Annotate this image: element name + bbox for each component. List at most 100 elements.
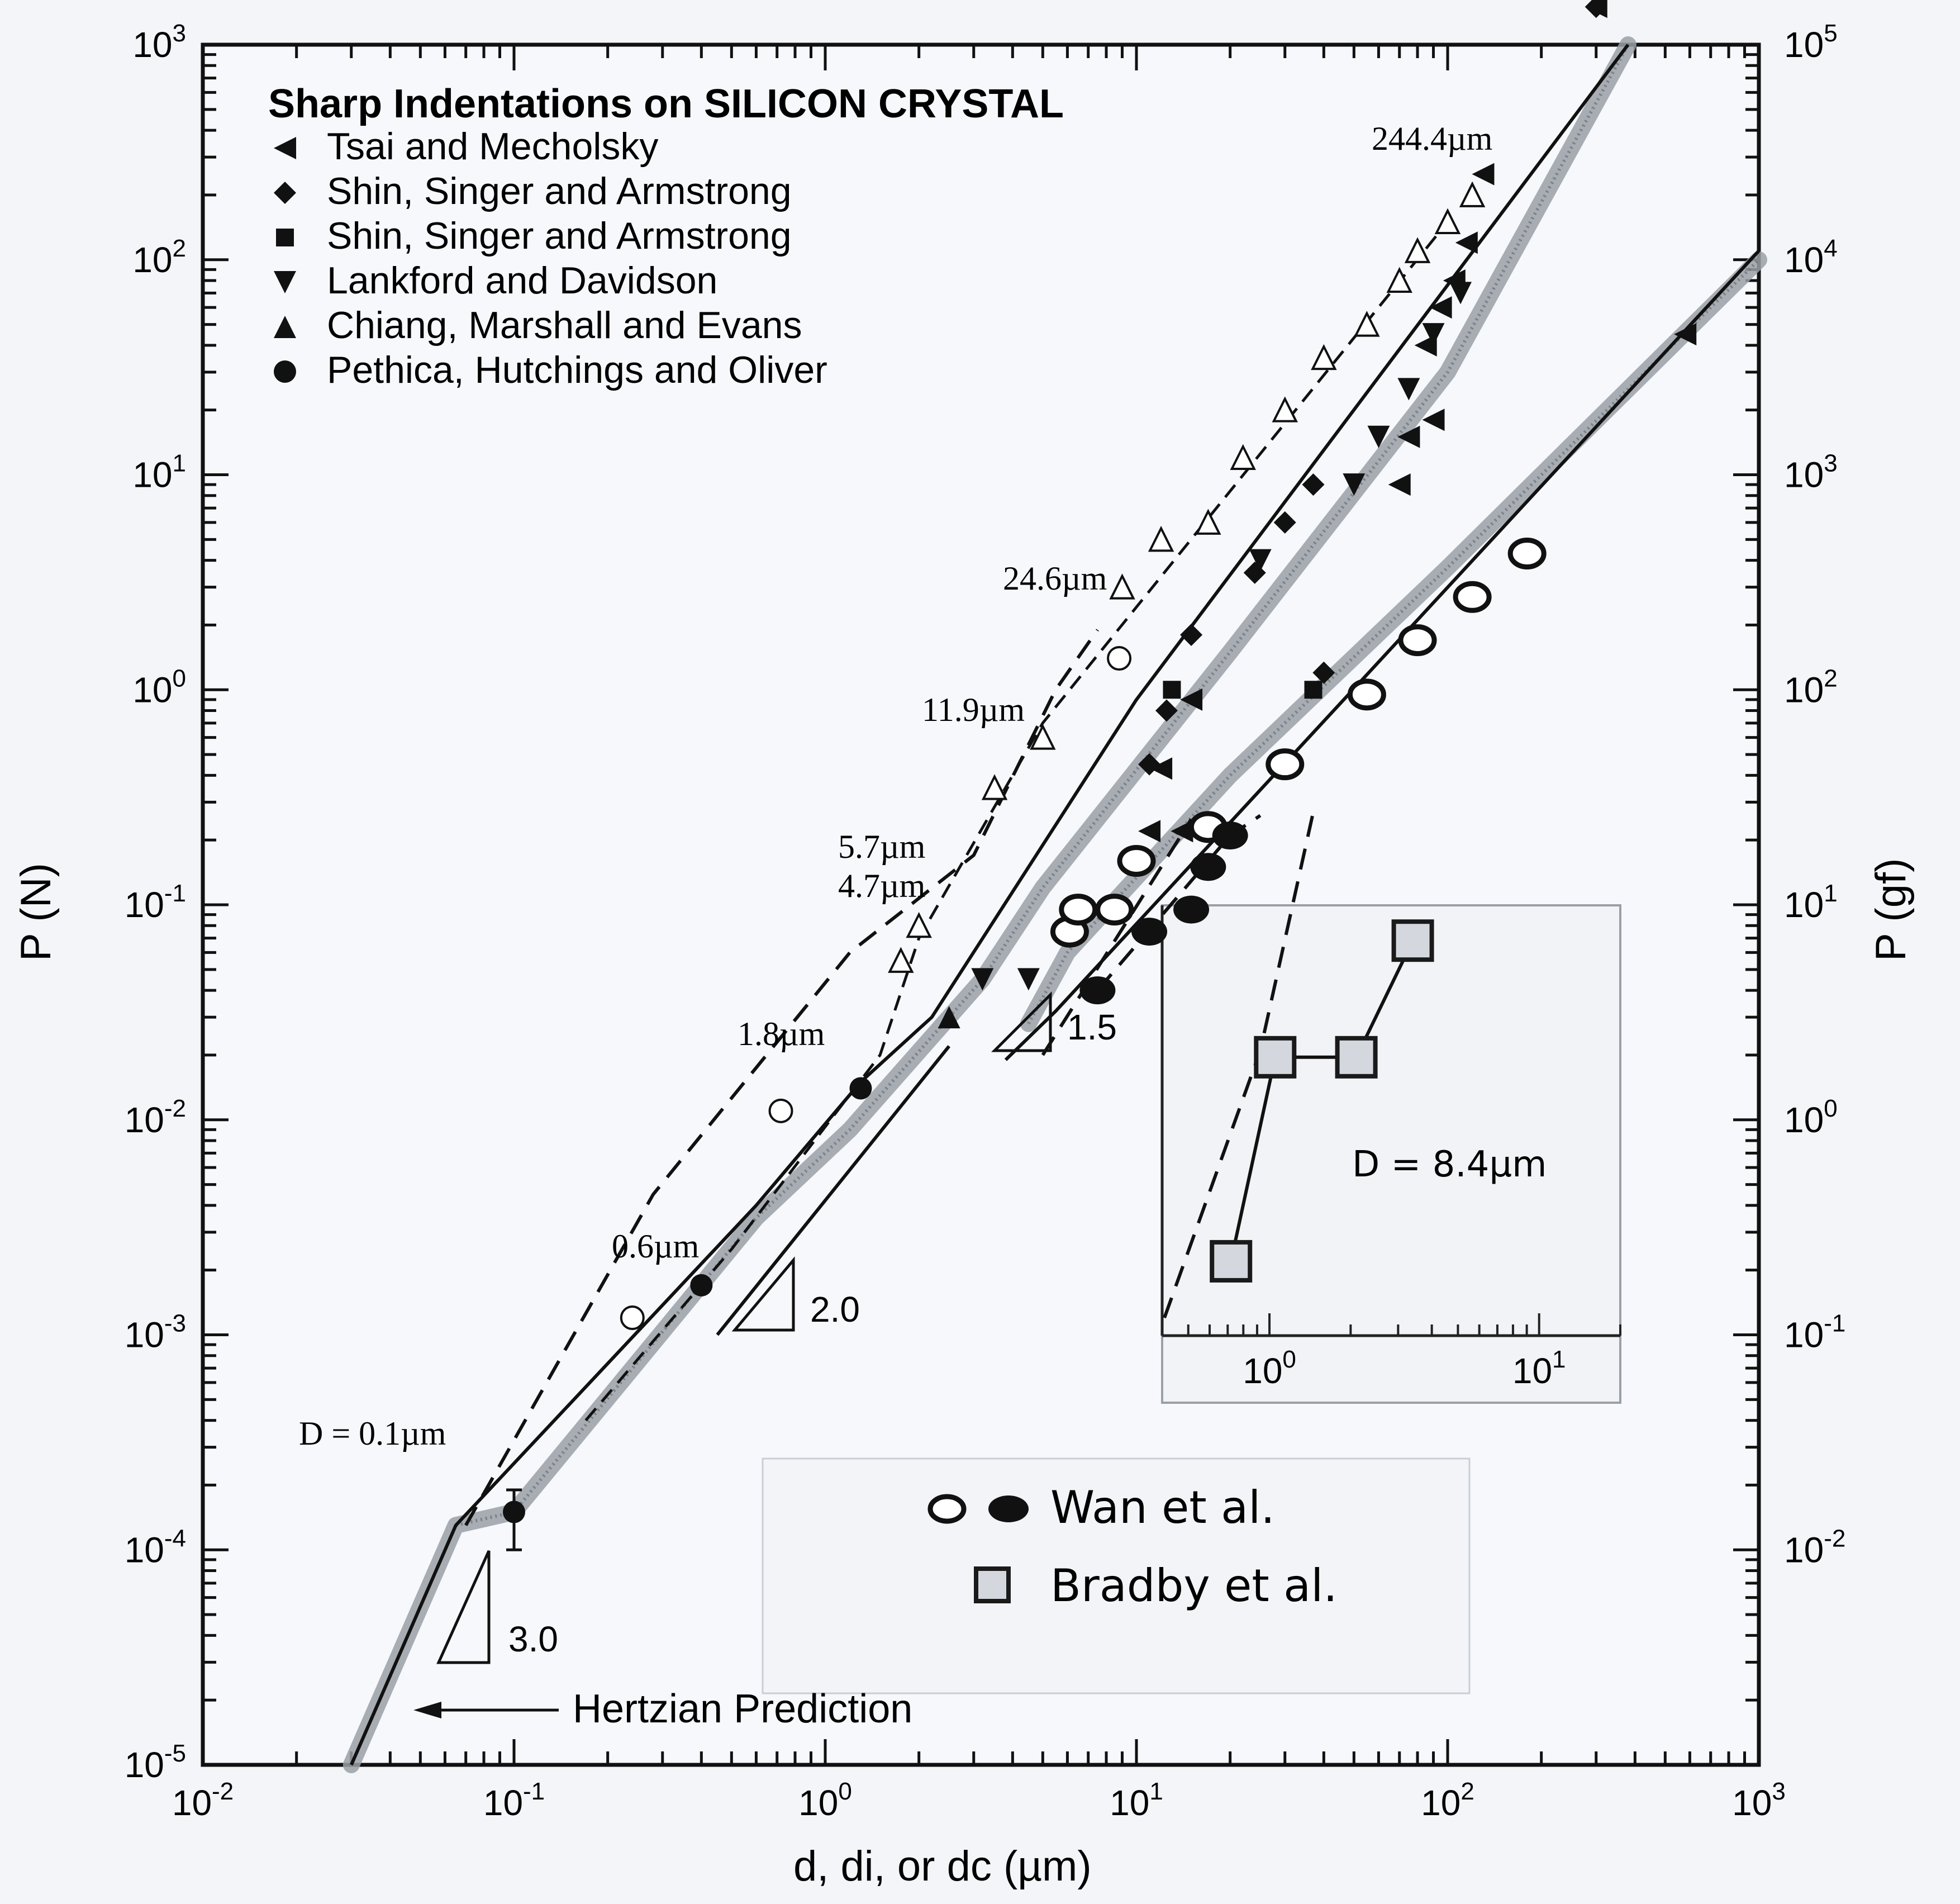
point-triangle-down	[1397, 378, 1420, 401]
point-triangle-up-open	[906, 911, 932, 938]
point-triangle-up-open	[1230, 444, 1256, 471]
x-tick-label: 10-2	[172, 1778, 234, 1823]
y-tick-label: 102	[132, 235, 186, 280]
slope-3.0: 3.0	[508, 1619, 558, 1659]
point-ellipse-open	[1347, 678, 1386, 711]
point-diamond	[1302, 473, 1325, 496]
point-triangle-left	[1674, 323, 1697, 346]
point-triangle-down	[1343, 473, 1366, 496]
legend-marker	[274, 316, 296, 338]
dashed-D01	[464, 629, 1099, 1526]
bradby-connector	[1229, 939, 1415, 1262]
point-circle	[849, 1077, 872, 1100]
axis-tick-labels: 10-2 10-1 100 101 102 103 10-5 10-4 10-3 10-2 10-1…	[125, 20, 1846, 1823]
point-triangle-up-open	[1459, 181, 1486, 207]
annotation-0.6: 0.6µm	[612, 1228, 699, 1265]
point-ellipse-filled	[1079, 976, 1116, 1005]
annotation-5.7: 5.7µm	[838, 828, 925, 865]
point-triangle-left	[1472, 163, 1495, 186]
point-circle-open	[1107, 646, 1132, 671]
point-triangle-up-open	[888, 947, 914, 973]
point-triangle-left	[1180, 688, 1203, 711]
point-triangle-down	[1017, 968, 1040, 991]
line-slope-1.5	[1004, 249, 1761, 1061]
point-circle	[503, 1501, 525, 1523]
x-tick-label: 10-1	[483, 1778, 545, 1823]
slope-2.0: 2.0	[810, 1289, 860, 1330]
point-ellipse-open	[1266, 748, 1305, 781]
point-square	[1304, 681, 1322, 699]
legend-label: Shin, Singer and Armstrong	[327, 215, 792, 257]
point-circle-open	[620, 1305, 645, 1331]
legend2-label: Bradby et al.	[1050, 1560, 1338, 1612]
y-tick-label: 10-1	[125, 880, 186, 925]
point-circle-open	[768, 1098, 793, 1123]
point-triangle-up-open	[981, 774, 1008, 800]
y-tick-label: 10-2	[125, 1095, 186, 1140]
point-triangle-down	[971, 968, 994, 991]
y-tick-label-right: 101	[1784, 880, 1838, 925]
point-triangle-up-open	[1404, 237, 1431, 263]
point-triangle-left	[1397, 425, 1420, 448]
line-slope-2.0-guide	[716, 1045, 951, 1336]
y-tick-label-right: 10-2	[1784, 1525, 1845, 1570]
point-square-open	[1391, 919, 1434, 962]
point-triangle-up-open	[1148, 525, 1174, 552]
y-tick-label: 103	[132, 20, 186, 65]
legend-marker	[274, 137, 296, 159]
annotation-11.9: 11.9µm	[922, 691, 1025, 728]
legend-label: Lankford and Davidson	[327, 259, 717, 302]
chart-title: Sharp Indentations on SILICON CRYSTAL	[268, 82, 1064, 126]
point-ellipse-filled	[1212, 822, 1248, 850]
point-triangle-left	[1388, 473, 1411, 496]
slope-triangles	[436, 991, 1052, 1664]
x-tick-label: 102	[1421, 1778, 1474, 1823]
legend2-label: Wan et al.	[1050, 1482, 1275, 1533]
slope-triangle-2.0	[731, 1256, 795, 1332]
point-diamond	[1180, 624, 1203, 647]
point-ellipse-open	[1398, 624, 1437, 657]
band-upper-texture	[350, 44, 1630, 1766]
annotation-1.8: 1.8µm	[738, 1015, 825, 1052]
point-triangle-down	[1449, 282, 1472, 305]
point-triangle-up-open	[1311, 344, 1337, 371]
point-ellipse-filled	[1190, 853, 1226, 881]
point-triangle-left	[1429, 296, 1452, 319]
y-tick-label: 10-5	[125, 1740, 186, 1785]
annotation-D8.4: D = 8.4µm	[1352, 1144, 1547, 1185]
inset-x-tick-label: 101	[1512, 1346, 1566, 1391]
legend-label: Tsai and Mecholsky	[327, 125, 658, 168]
point-triangle-left	[1150, 757, 1173, 780]
x-axis-label: d, di, or dc (µm)	[793, 1843, 1092, 1890]
annotation-24.6: 24.6µm	[1003, 560, 1107, 597]
x-tick-label: 101	[1110, 1778, 1163, 1823]
legend-label: Shin, Singer and Armstrong	[327, 170, 792, 212]
hertz-arrow-head	[413, 1702, 441, 1718]
x-tick-label: 103	[1732, 1778, 1786, 1823]
point-square-open	[1254, 1036, 1297, 1079]
legend2-marker-filled	[988, 1495, 1029, 1522]
point-triangle-left	[1455, 231, 1478, 254]
point-diamond	[1155, 699, 1178, 722]
y-axis-label-right: P (gf)	[1867, 858, 1915, 961]
point-diamond	[1585, 0, 1607, 18]
y-tick-label: 10-3	[125, 1310, 186, 1355]
point-triangle-left	[1171, 820, 1193, 843]
y-tick-label: 101	[132, 450, 186, 495]
slope-triangle-1.5	[991, 991, 1052, 1052]
point-triangle-down	[1422, 323, 1445, 346]
point-triangle-up-open	[1030, 724, 1056, 750]
y-tick-label-right: 10-1	[1784, 1310, 1845, 1355]
point-triangle-left	[1422, 409, 1445, 431]
point-ellipse-filled	[1131, 918, 1168, 946]
point-ellipse-open	[1059, 894, 1098, 926]
dashed-inner	[1041, 818, 1193, 1056]
point-triangle-down	[1249, 549, 1272, 572]
y-tick-label-right: 104	[1784, 235, 1838, 280]
legend-marker	[274, 360, 296, 383]
data-points	[503, 0, 1697, 1523]
legend-marker	[276, 229, 294, 246]
y-tick-label-right: 100	[1784, 1095, 1838, 1140]
